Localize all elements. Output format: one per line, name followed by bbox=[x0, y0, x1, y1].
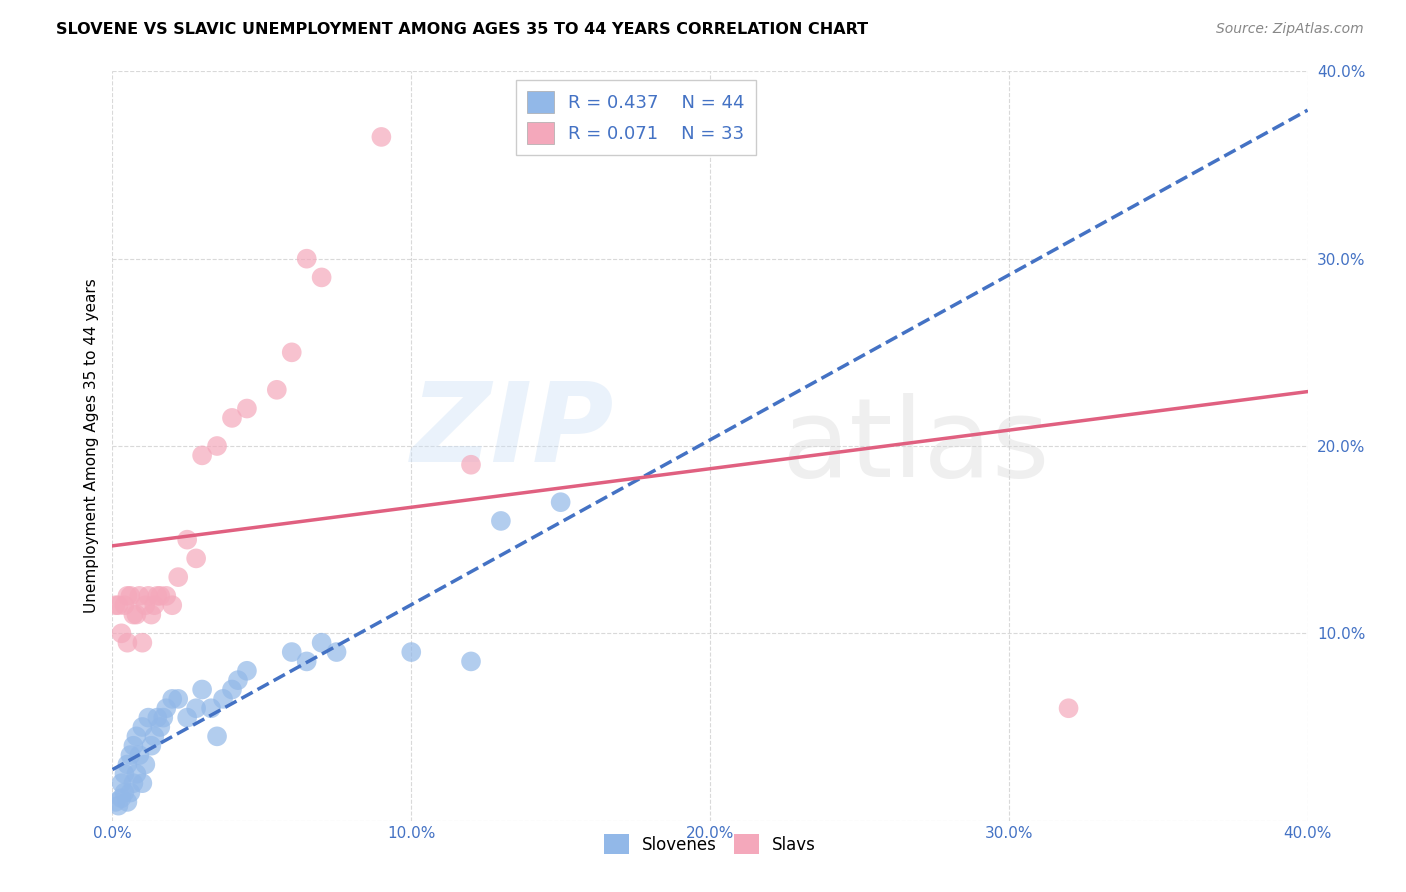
Point bbox=[191, 682, 214, 697]
Point bbox=[295, 252, 318, 266]
Point bbox=[143, 730, 166, 744]
Text: ZIP: ZIP bbox=[411, 377, 614, 484]
Point bbox=[122, 739, 145, 753]
Point bbox=[550, 495, 572, 509]
Point bbox=[266, 383, 288, 397]
Point bbox=[104, 599, 127, 613]
Point bbox=[120, 589, 142, 603]
Point bbox=[221, 682, 243, 697]
Point bbox=[128, 747, 150, 762]
Point bbox=[117, 795, 139, 809]
Point bbox=[117, 635, 139, 649]
Point bbox=[311, 635, 333, 649]
Point bbox=[117, 757, 139, 772]
Point bbox=[117, 589, 139, 603]
Point bbox=[120, 747, 142, 762]
Point bbox=[186, 701, 208, 715]
Point bbox=[226, 673, 249, 688]
Point bbox=[370, 130, 392, 145]
Point bbox=[221, 411, 243, 425]
Point bbox=[114, 767, 135, 781]
Point bbox=[107, 798, 129, 813]
Point bbox=[146, 710, 169, 724]
Point bbox=[191, 449, 214, 463]
Point bbox=[149, 589, 172, 603]
Point bbox=[138, 710, 160, 724]
Point bbox=[141, 607, 163, 622]
Point bbox=[141, 739, 163, 753]
Point bbox=[125, 730, 148, 744]
Point bbox=[1057, 701, 1080, 715]
Point bbox=[281, 345, 304, 359]
Legend: Slovenes, Slavs: Slovenes, Slavs bbox=[598, 828, 823, 861]
Point bbox=[162, 692, 183, 706]
Point bbox=[325, 645, 347, 659]
Point bbox=[167, 570, 190, 584]
Point bbox=[311, 270, 333, 285]
Point bbox=[110, 791, 132, 805]
Point bbox=[212, 692, 235, 706]
Point bbox=[155, 589, 177, 603]
Point bbox=[131, 720, 153, 734]
Point bbox=[152, 710, 174, 724]
Point bbox=[236, 664, 259, 678]
Text: SLOVENE VS SLAVIC UNEMPLOYMENT AMONG AGES 35 TO 44 YEARS CORRELATION CHART: SLOVENE VS SLAVIC UNEMPLOYMENT AMONG AGE… bbox=[56, 22, 869, 37]
Point bbox=[155, 701, 177, 715]
Point bbox=[236, 401, 259, 416]
Point bbox=[205, 730, 228, 744]
Point bbox=[176, 710, 198, 724]
Point bbox=[120, 786, 142, 800]
Point bbox=[186, 551, 208, 566]
Point bbox=[125, 607, 148, 622]
Point bbox=[122, 776, 145, 790]
Point bbox=[167, 692, 190, 706]
Point bbox=[131, 776, 153, 790]
Point bbox=[122, 607, 145, 622]
Point bbox=[138, 589, 160, 603]
Point bbox=[489, 514, 512, 528]
Point bbox=[114, 599, 135, 613]
Point bbox=[200, 701, 222, 715]
Point bbox=[295, 655, 318, 669]
Text: atlas: atlas bbox=[782, 392, 1050, 500]
Point bbox=[149, 720, 172, 734]
Point bbox=[134, 757, 156, 772]
Text: Source: ZipAtlas.com: Source: ZipAtlas.com bbox=[1216, 22, 1364, 37]
Point bbox=[131, 635, 153, 649]
Point bbox=[143, 599, 166, 613]
Point bbox=[125, 767, 148, 781]
Point bbox=[110, 626, 132, 640]
Point bbox=[460, 458, 482, 472]
Point bbox=[114, 786, 135, 800]
Point bbox=[281, 645, 304, 659]
Point bbox=[104, 795, 127, 809]
Point bbox=[110, 776, 132, 790]
Point bbox=[146, 589, 169, 603]
Point bbox=[162, 599, 183, 613]
Point bbox=[401, 645, 423, 659]
Point bbox=[205, 439, 228, 453]
Point bbox=[176, 533, 198, 547]
Point bbox=[134, 599, 156, 613]
Point bbox=[128, 589, 150, 603]
Point bbox=[460, 655, 482, 669]
Y-axis label: Unemployment Among Ages 35 to 44 years: Unemployment Among Ages 35 to 44 years bbox=[83, 278, 98, 614]
Point bbox=[107, 599, 129, 613]
